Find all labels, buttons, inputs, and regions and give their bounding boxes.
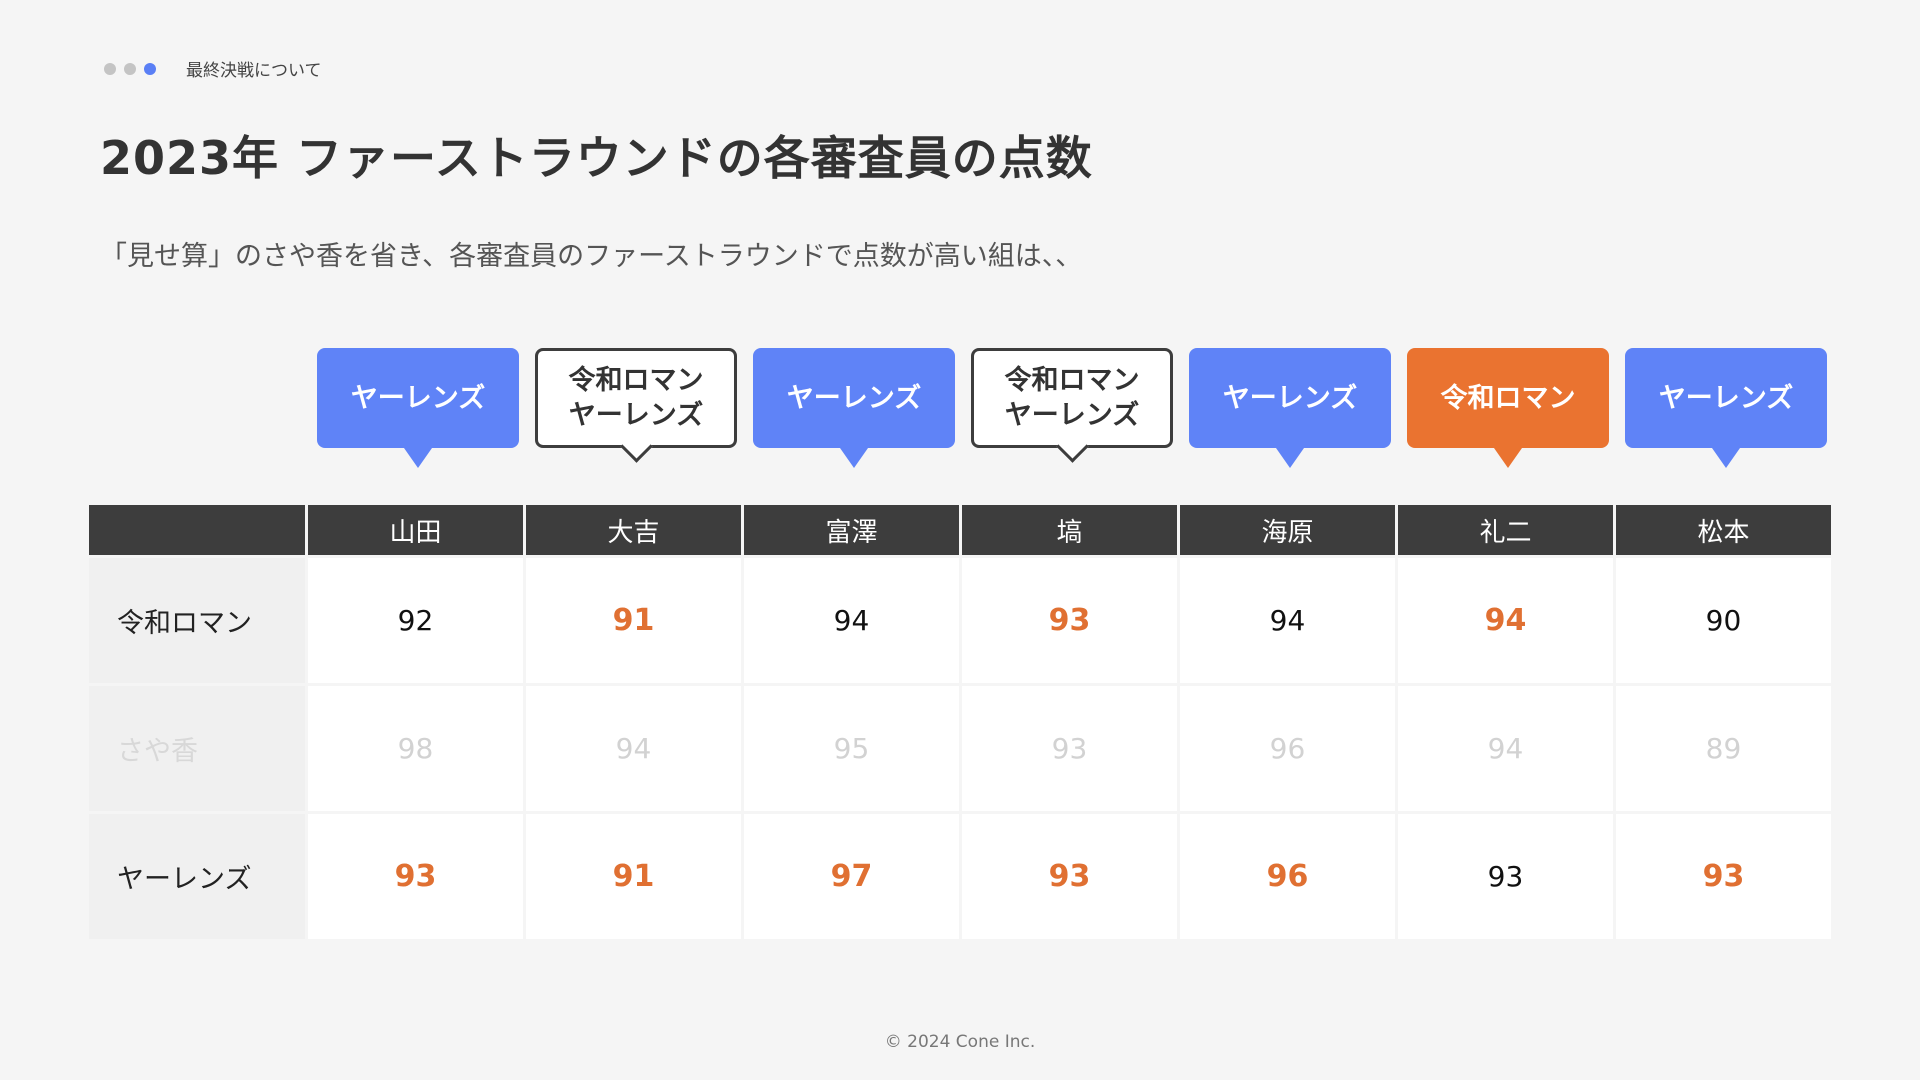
callout-bubble-daikichi: 令和ロマン ヤーレンズ [535,348,737,463]
judge-header-hanawa: 塙 [962,505,1177,555]
judge-header-daikichi: 大吉 [526,505,741,555]
score-cell: 94 [1398,686,1613,811]
score-cell: 94 [1398,558,1613,683]
score-cell: 93 [1398,814,1613,939]
score-cell: 93 [1616,814,1831,939]
row-label-yarlens: ヤーレンズ [89,814,305,939]
score-cell: 93 [308,814,523,939]
callout-tail [1056,430,1089,463]
judge-header-kaibara: 海原 [1180,505,1395,555]
callout-tail [1494,448,1522,468]
score-cell: 93 [962,686,1177,811]
score-table: 山田 大吉 富澤 塙 海原 礼二 松本 令和ロマン 92 91 94 93 94… [86,502,1834,942]
judge-header-tomizawa: 富澤 [744,505,959,555]
judge-header-yamada: 山田 [308,505,523,555]
score-cell: 94 [526,686,741,811]
callout-bubble-kaibara: ヤーレンズ [1189,348,1391,468]
footer-copyright: © 2024 Cone Inc. [884,1032,1036,1052]
callout-line: ヤーレンズ [1658,382,1794,414]
breadcrumb: 最終決戦について [104,56,322,81]
callout-line: ヤーレンズ [350,382,486,414]
page-subtitle: 「見せ算」のさや香を省き、各審査員のファーストラウンドで点数が高い組は、、 [100,241,1083,272]
score-cell: 93 [962,814,1177,939]
score-cell: 95 [744,686,959,811]
score-cell: 97 [744,814,959,939]
row-label-sayaka: さや香 [89,686,305,811]
score-cell: 91 [526,814,741,939]
callout-line: 令和ロマン [568,365,704,396]
progress-dot-3 [144,62,156,75]
callout-bubble-tomizawa: ヤーレンズ [753,348,955,468]
progress-dot-2 [124,62,136,75]
callout-tail [1712,448,1740,468]
callout-line: ヤーレンズ [786,382,922,414]
table-header-row: 山田 大吉 富澤 塙 海原 礼二 松本 [89,505,1831,555]
table-row: さや香 98 94 95 93 96 94 89 [89,686,1831,811]
table-corner-cell [89,505,305,555]
callout-tail [620,430,653,463]
progress-dot-1 [104,62,116,75]
score-cell: 96 [1180,814,1395,939]
callout-bubble-yamada: ヤーレンズ [317,348,519,468]
callout-tail [840,448,868,468]
callout-tail [1276,448,1304,468]
callout-line: ヤーレンズ [1004,400,1140,431]
judge-header-reiji: 礼二 [1398,505,1613,555]
callout-line: ヤーレンズ [1222,382,1358,414]
score-cell: 94 [744,558,959,683]
score-cell: 93 [962,558,1177,683]
score-cell: 96 [1180,686,1395,811]
callout-line: 令和ロマン [1004,365,1140,396]
callout-bubble-hanawa: 令和ロマン ヤーレンズ [971,348,1173,463]
judge-header-matsumoto: 松本 [1616,505,1831,555]
score-cell: 92 [308,558,523,683]
score-cell: 98 [308,686,523,811]
callout-bubble-matsumoto: ヤーレンズ [1625,348,1827,468]
table-row: ヤーレンズ 93 91 97 93 96 93 93 [89,814,1831,939]
table-row: 令和ロマン 92 91 94 93 94 94 90 [89,558,1831,683]
callout-bubble-reiji: 令和ロマン [1407,348,1609,468]
score-cell: 89 [1616,686,1831,811]
page-title: 2023年 ファーストラウンドの各審査員の点数 [100,131,1093,185]
score-cell: 94 [1180,558,1395,683]
callout-tail [404,448,432,468]
row-label-reiwa-roman: 令和ロマン [89,558,305,683]
callout-line: 令和ロマン [1440,382,1576,414]
score-cell: 90 [1616,558,1831,683]
score-cell: 91 [526,558,741,683]
breadcrumb-label: 最終決戦について [186,61,322,81]
callout-line: ヤーレンズ [568,400,704,431]
